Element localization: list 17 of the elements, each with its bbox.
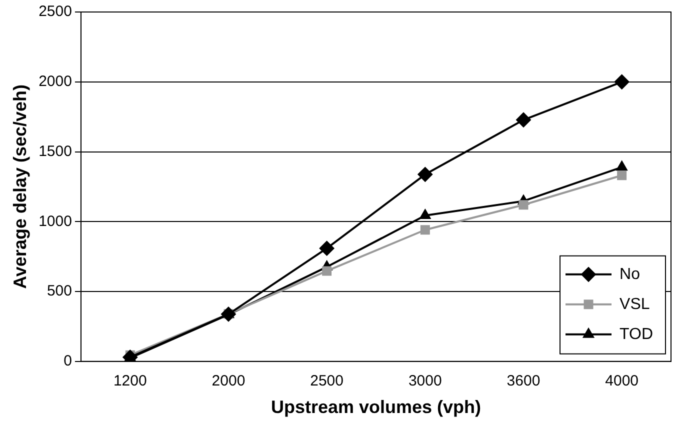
y-tick-label: 500: [46, 282, 72, 300]
legend-label: No: [620, 266, 640, 283]
x-tick-label: 2500: [310, 372, 344, 390]
y-axis-title: Average delay (sec/veh): [10, 84, 30, 289]
y-tick-label: 0: [64, 352, 72, 370]
y-tick-label: 1000: [38, 212, 72, 230]
y-tick-label: 2000: [38, 73, 72, 90]
legend-label: TOD: [620, 326, 653, 343]
x-tick-label: 2000: [212, 372, 246, 390]
x-tick-label: 1200: [113, 372, 147, 390]
x-tick-label: 4000: [605, 372, 639, 390]
x-axis-title: Upstream volumes (vph): [270, 397, 482, 418]
y-tick-label: 2500: [38, 3, 72, 20]
legend-label: VSL: [620, 296, 650, 313]
x-tick-label: 3600: [506, 372, 540, 390]
x-tick-label: 3000: [408, 372, 442, 390]
y-tick-label: 1500: [38, 142, 72, 160]
